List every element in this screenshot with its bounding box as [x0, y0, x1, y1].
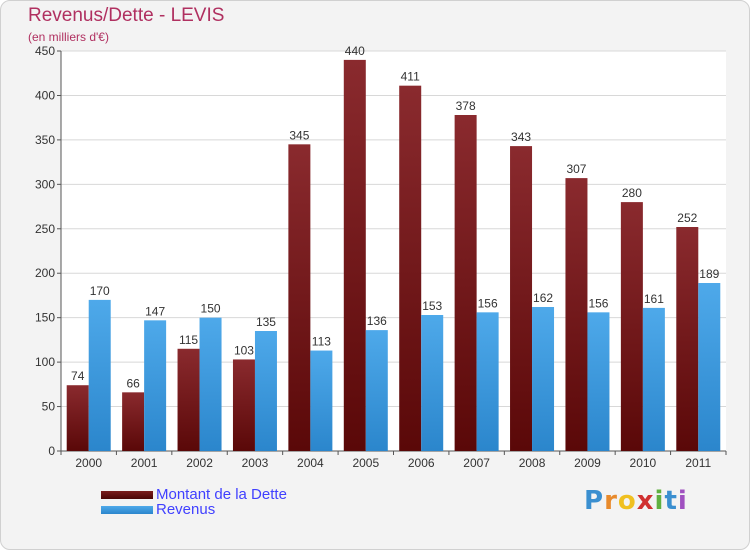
bar-dette — [510, 146, 533, 451]
y-tick-label: 250 — [35, 222, 55, 236]
bar-revenus — [144, 320, 167, 451]
y-tick-label: 50 — [42, 400, 56, 414]
bar-dette — [620, 202, 643, 451]
bar-revenus — [421, 315, 444, 451]
bar-dette — [343, 59, 366, 452]
legend-item-dette: Montant de la Dette — [101, 486, 361, 503]
bar-revenus — [365, 330, 388, 451]
data-label-dette: 378 — [456, 99, 476, 113]
bar-dette — [676, 227, 699, 451]
bar-dette — [66, 385, 89, 451]
bar-dette — [565, 178, 588, 451]
proxiti-logo: Proxiti — [584, 486, 688, 516]
x-tick-label: 2000 — [75, 456, 102, 470]
logo-letter: P — [584, 486, 605, 516]
x-tick-label: 2005 — [352, 456, 379, 470]
bar-revenus — [532, 307, 555, 451]
data-label-revenus: 150 — [201, 302, 221, 316]
bar-dette — [288, 144, 311, 452]
logo-letter: x — [636, 486, 655, 516]
data-label-revenus: 162 — [533, 291, 553, 305]
bar-revenus — [476, 312, 499, 451]
y-tick-label: 0 — [48, 444, 55, 458]
data-label-revenus: 189 — [699, 267, 719, 281]
x-tick-label: 2007 — [463, 456, 490, 470]
bar-dette — [177, 348, 200, 451]
y-tick-label: 350 — [35, 133, 55, 147]
data-label-revenus: 113 — [312, 335, 331, 349]
bar-revenus — [698, 283, 721, 451]
data-label-dette: 66 — [126, 376, 140, 390]
y-tick-label: 400 — [35, 88, 55, 102]
logo-letter: i — [677, 486, 688, 516]
y-tick-label: 150 — [35, 311, 55, 325]
logo-letter: i — [654, 486, 665, 516]
bar-dette — [399, 85, 422, 452]
x-tick-label: 2002 — [186, 456, 213, 470]
x-tick-label: 2003 — [242, 456, 269, 470]
y-tick-label: 450 — [35, 44, 55, 58]
legend-item-revenus: Revenus — [101, 501, 361, 518]
data-label-dette: 307 — [566, 162, 586, 176]
x-tick-label: 2001 — [131, 456, 158, 470]
bar-revenus — [587, 312, 610, 451]
chart-subtitle: (en milliers d'€) — [28, 30, 109, 44]
bar-revenus — [199, 317, 222, 451]
y-tick-label: 300 — [35, 177, 55, 191]
data-label-dette: 345 — [289, 128, 309, 142]
data-label-revenus: 161 — [644, 292, 664, 306]
bar-revenus — [310, 350, 333, 451]
legend-label-dette: Montant de la Dette — [156, 486, 287, 503]
data-label-dette: 115 — [179, 333, 198, 347]
logo-letter: r — [604, 486, 618, 516]
x-tick-label: 2011 — [685, 456, 711, 470]
data-label-revenus: 156 — [478, 296, 498, 310]
y-tick-label: 200 — [35, 266, 55, 280]
data-label-revenus: 156 — [588, 296, 608, 310]
y-tick-label: 100 — [35, 355, 55, 369]
data-label-revenus: 135 — [256, 315, 276, 329]
x-tick-label: 2006 — [408, 456, 435, 470]
bar-dette — [232, 359, 255, 451]
x-tick-label: 2010 — [630, 456, 657, 470]
bar-revenus — [254, 331, 277, 451]
chart-title: Revenus/Dette - LEVIS — [28, 5, 225, 26]
data-label-revenus: 170 — [90, 284, 110, 298]
data-label-dette: 252 — [677, 211, 697, 225]
data-label-revenus: 153 — [422, 299, 442, 313]
bar-dette — [122, 392, 145, 451]
legend: Montant de la Dette Revenus — [101, 486, 361, 518]
data-label-dette: 103 — [234, 343, 254, 357]
data-label-revenus: 136 — [367, 314, 387, 328]
logo-letter: o — [617, 486, 637, 516]
x-tick-label: 2009 — [574, 456, 601, 470]
legend-swatch-revenus — [101, 506, 153, 514]
data-label-dette: 411 — [401, 70, 420, 84]
data-label-dette: 440 — [345, 44, 365, 58]
data-label-revenus: 147 — [145, 304, 165, 318]
plot-area — [61, 51, 726, 451]
data-label-dette: 280 — [622, 186, 642, 200]
bar-dette — [454, 115, 477, 451]
x-tick-label: 2008 — [519, 456, 546, 470]
data-label-dette: 343 — [511, 130, 531, 144]
legend-label-revenus: Revenus — [156, 501, 216, 518]
data-label-dette: 74 — [71, 369, 85, 383]
x-tick-label: 2004 — [297, 456, 324, 470]
legend-swatch-dette — [101, 491, 153, 499]
bar-revenus — [642, 307, 665, 451]
logo-letter: t — [664, 486, 678, 516]
bar-revenus — [88, 299, 111, 451]
